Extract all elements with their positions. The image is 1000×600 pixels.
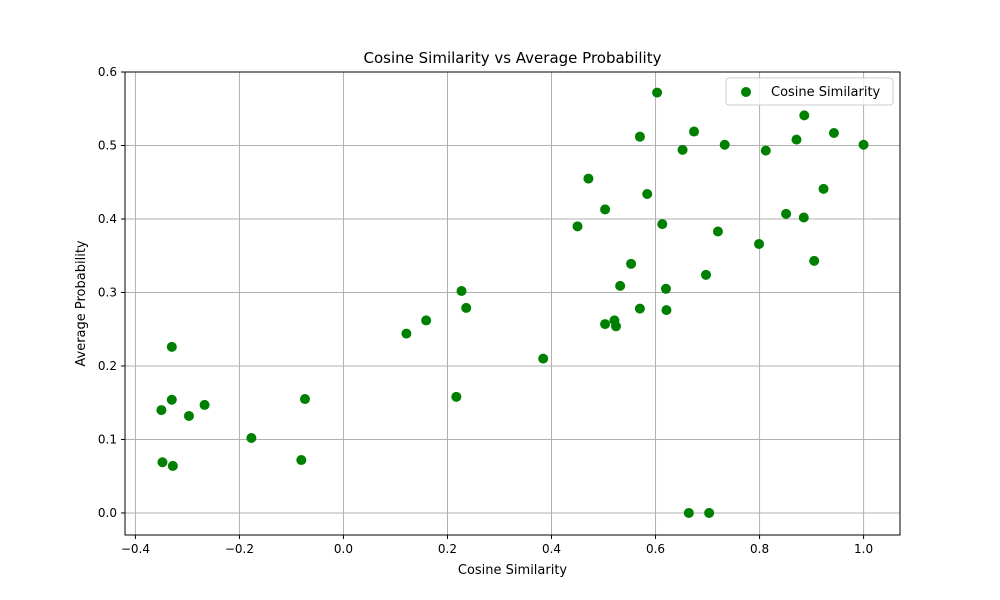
legend-label: Cosine Similarity	[771, 85, 881, 100]
x-tick-label: −0.2	[225, 542, 254, 556]
data-point	[719, 139, 730, 150]
data-point	[538, 353, 549, 364]
data-point	[754, 238, 765, 249]
data-point	[183, 410, 194, 421]
chart-title: Cosine Similarity vs Average Probability	[364, 49, 662, 67]
data-point	[809, 255, 820, 266]
x-tick-label: −0.4	[121, 542, 150, 556]
y-tick-label: 0.5	[98, 138, 117, 152]
data-point	[451, 391, 462, 402]
x-tick-label: 0.4	[542, 542, 561, 556]
data-point	[296, 455, 307, 466]
data-point	[661, 305, 672, 316]
data-point	[791, 134, 802, 145]
axis-ticks: −0.4 −0.2 0.0 0.2 0.4 0.6 0.8 1.0 0.0 0.1 0.2 0.3 0.…	[98, 65, 873, 556]
data-point	[712, 226, 723, 237]
data-point	[626, 258, 637, 269]
data-point	[798, 212, 809, 223]
data-point	[611, 321, 622, 332]
legend-marker	[741, 87, 751, 97]
y-tick-label: 0.6	[98, 65, 117, 79]
data-point	[781, 208, 792, 219]
y-tick-label: 0.3	[98, 285, 117, 299]
data-points	[156, 87, 869, 518]
data-point	[634, 131, 645, 142]
data-point	[199, 399, 210, 410]
data-point	[652, 87, 663, 98]
data-point	[615, 280, 626, 291]
data-point	[583, 173, 594, 184]
data-point	[246, 432, 257, 443]
legend: Cosine Similarity	[725, 77, 894, 106]
data-point	[760, 145, 771, 156]
y-tick-label: 0.1	[98, 432, 117, 446]
plot-frame	[124, 71, 901, 536]
data-point	[421, 315, 432, 326]
data-point	[156, 405, 167, 416]
x-tick-label: 0.0	[334, 542, 353, 556]
data-point	[799, 110, 810, 121]
data-point	[634, 303, 645, 314]
data-point	[461, 302, 472, 313]
data-point	[828, 127, 839, 138]
data-point	[456, 286, 467, 297]
data-point	[401, 328, 412, 339]
y-axis-title: Average Probability	[74, 240, 89, 367]
x-tick-label: 0.2	[438, 542, 457, 556]
data-point	[818, 183, 829, 194]
data-point	[858, 139, 869, 150]
data-point	[704, 507, 715, 518]
data-point	[700, 269, 711, 280]
legend-box	[725, 77, 894, 106]
data-point	[157, 457, 168, 468]
data-point	[677, 144, 688, 155]
data-point	[600, 319, 611, 330]
grid	[125, 71, 900, 535]
data-point	[660, 283, 671, 294]
data-point	[689, 126, 700, 137]
y-tick-label: 0.2	[98, 359, 117, 373]
x-tick-label: 0.8	[750, 542, 769, 556]
data-point	[572, 221, 583, 232]
data-point	[166, 394, 177, 405]
data-point	[683, 507, 694, 518]
y-tick-label: 0.0	[98, 506, 117, 520]
data-point	[642, 188, 653, 199]
data-point	[167, 460, 178, 471]
y-tick-label: 0.4	[98, 212, 117, 226]
x-tick-label: 1.0	[854, 542, 873, 556]
data-point	[166, 341, 177, 352]
x-tick-label: 0.6	[646, 542, 665, 556]
x-axis-title: Cosine Similarity	[458, 563, 568, 578]
data-point	[657, 219, 668, 230]
data-point	[299, 394, 310, 405]
data-point	[600, 204, 611, 215]
